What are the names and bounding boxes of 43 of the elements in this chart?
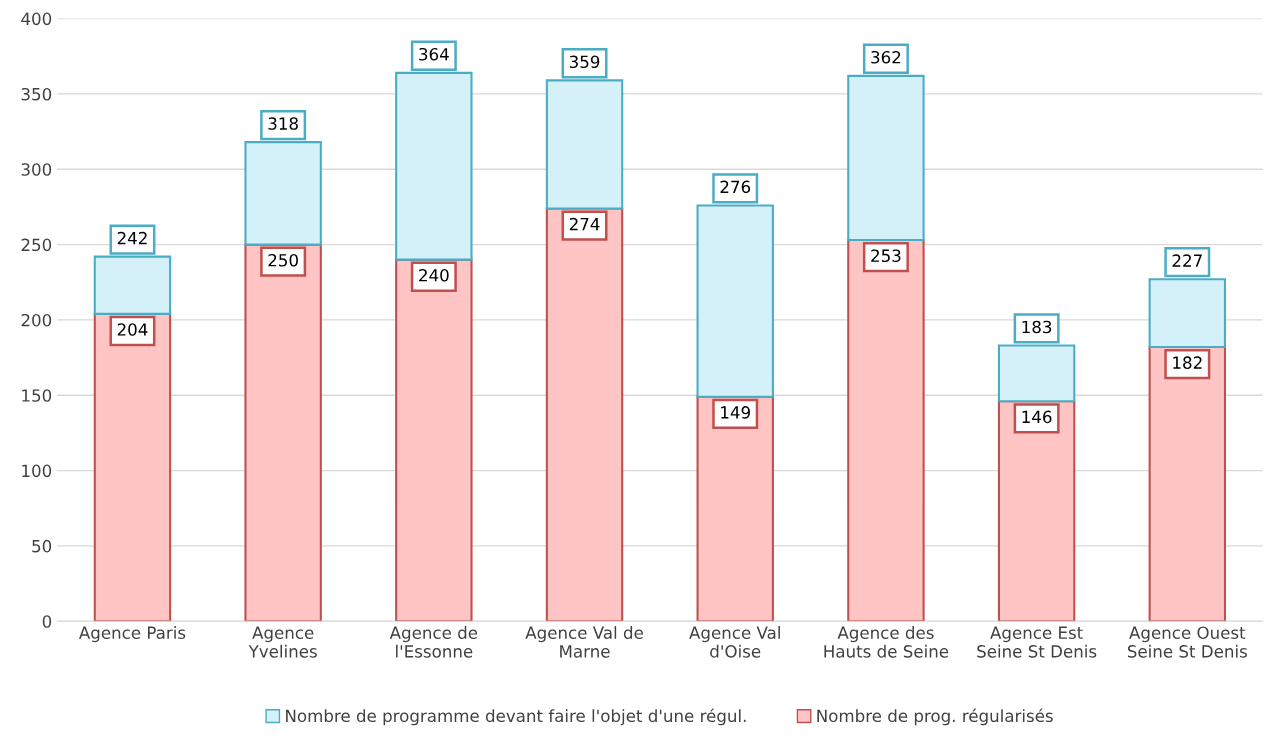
total-label: 318 xyxy=(268,117,298,130)
x-tick-label: Agence Paris xyxy=(78,626,186,643)
data-label: 149 xyxy=(721,406,750,419)
bar xyxy=(395,258,473,622)
data-label: 146 xyxy=(1022,410,1052,424)
total-label: 362 xyxy=(871,50,901,64)
y-tick-label: 100 xyxy=(22,464,52,478)
x-tick-label: Agence Est Seine St Denis xyxy=(977,626,1097,658)
bar xyxy=(93,312,172,622)
x-tick-label: Agence Ouest Seine St Denis xyxy=(1127,626,1247,658)
legend-label: Nombre de programme devant faire l'objet d'une régul. xyxy=(286,708,746,726)
y-tick-label: 0 xyxy=(42,615,52,628)
total-label: 364 xyxy=(419,47,449,61)
x-tick-label: Agence de l'Essonne xyxy=(389,626,478,658)
data-label: 182 xyxy=(1173,356,1202,369)
data-label: 204 xyxy=(117,323,148,336)
bar xyxy=(997,400,1076,622)
y-tick-label: 50 xyxy=(32,539,52,553)
total-label: 359 xyxy=(569,55,600,69)
x-tick-label: Agence Yvelines xyxy=(248,626,317,658)
data-label: 240 xyxy=(419,268,449,282)
x-tick-label: Agence des Hauts de Seine xyxy=(824,626,949,658)
bar xyxy=(244,243,322,622)
x-tick-label: Agence Val d'Oise xyxy=(689,626,780,658)
y-tick-label: 400 xyxy=(21,12,52,26)
bar xyxy=(1148,346,1227,622)
data-label: 250 xyxy=(268,253,298,267)
total-label: 242 xyxy=(117,231,147,245)
y-tick-label: 300 xyxy=(21,163,52,176)
y-tick-label: 250 xyxy=(21,238,52,252)
total-label: 227 xyxy=(1172,254,1202,267)
total-label: 276 xyxy=(720,180,751,194)
bar xyxy=(847,239,925,622)
bar xyxy=(696,395,774,622)
data-label: 253 xyxy=(871,249,901,263)
y-tick-label: 150 xyxy=(22,389,52,402)
data-label: 274 xyxy=(569,217,600,231)
legend-label: Nombre de prog. régularisés xyxy=(817,708,1053,726)
bar xyxy=(545,207,624,622)
y-tick-label: 350 xyxy=(21,87,52,101)
total-label: 183 xyxy=(1022,320,1052,334)
y-tick-label: 200 xyxy=(21,313,52,327)
x-tick-label: Agence Val de Marne xyxy=(525,626,643,658)
